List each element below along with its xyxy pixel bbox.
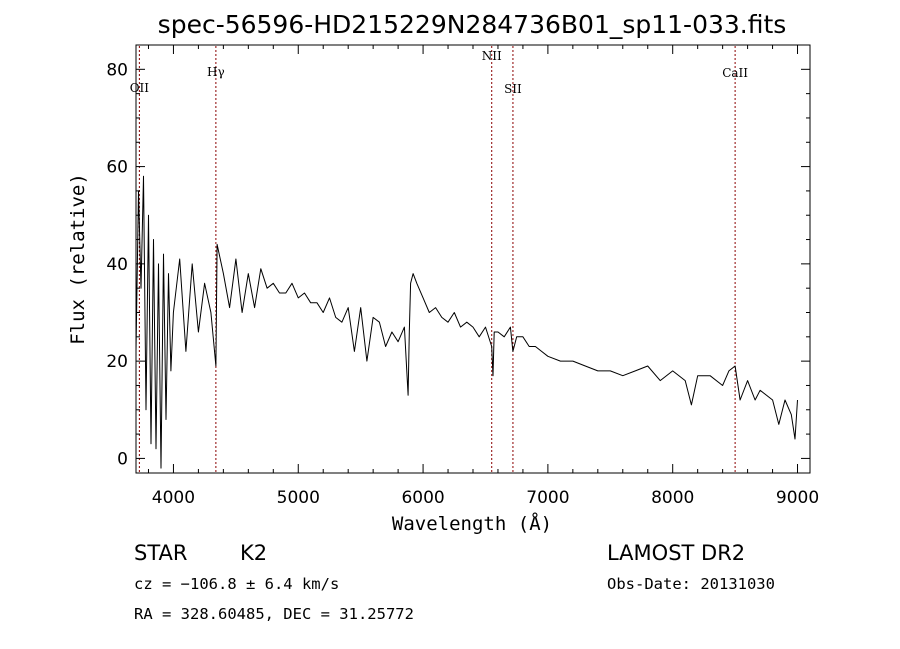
x-tick-label: 6000 xyxy=(401,488,444,508)
survey-label: LAMOST DR2 xyxy=(607,541,745,565)
spectrum-series xyxy=(135,175,798,469)
x-tick-label: 5000 xyxy=(277,488,320,508)
spectral-line-label: CaII xyxy=(722,66,748,80)
object-class: STAR xyxy=(134,541,187,565)
spectral-line-label: SII xyxy=(504,82,522,96)
chart-title: spec-56596-HD215229N284736B01_sp11-033.f… xyxy=(158,10,787,39)
object-subclass: K2 xyxy=(240,541,267,565)
y-tick-label: 80 xyxy=(106,60,128,80)
x-tick-label: 7000 xyxy=(526,488,569,508)
y-tick-label: 40 xyxy=(106,255,128,275)
coordinates: RA = 328.60485, DEC = 31.25772 xyxy=(134,605,414,623)
spectral-line-markers: OII Hγ NII SII CaII xyxy=(130,46,748,472)
spectral-line-label: Hγ xyxy=(207,65,225,79)
spectral-line-label: NII xyxy=(482,49,502,63)
x-axis-title: Wavelength (Å) xyxy=(392,512,552,535)
x-tick-label: 9000 xyxy=(776,488,819,508)
spectral-line-label: OII xyxy=(130,81,150,95)
y-axis: 0 20 40 60 80 xyxy=(106,60,810,469)
x-tick-label: 4000 xyxy=(152,488,195,508)
y-axis-title: Flux (relative) xyxy=(67,173,89,345)
y-tick-label: 60 xyxy=(106,158,128,178)
y-tick-label: 20 xyxy=(106,352,128,372)
redshift-text: cz = −106.8 ± 6.4 km/s xyxy=(134,575,339,593)
spectrum-line xyxy=(135,175,798,469)
x-tick-label: 8000 xyxy=(651,488,694,508)
x-axis: 4000 5000 6000 7000 8000 9000 xyxy=(147,45,819,508)
y-tick-label: 0 xyxy=(117,449,128,469)
obs-date: Obs-Date: 20131030 xyxy=(607,575,775,593)
